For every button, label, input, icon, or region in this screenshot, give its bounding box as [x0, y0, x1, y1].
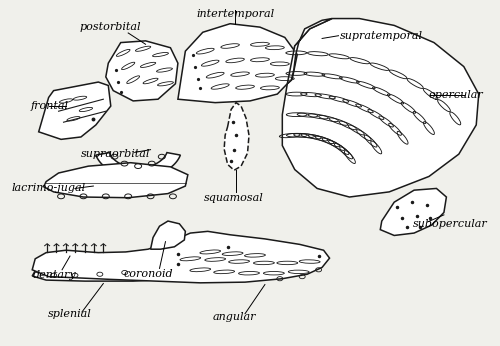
Text: intertemporal: intertemporal	[196, 9, 274, 19]
Text: supraorbital: supraorbital	[81, 149, 150, 159]
Polygon shape	[150, 221, 186, 249]
Text: dentary: dentary	[34, 270, 77, 280]
Text: angular: angular	[212, 312, 256, 322]
Polygon shape	[106, 41, 178, 101]
Polygon shape	[282, 19, 478, 197]
Polygon shape	[96, 153, 180, 177]
Text: frontal: frontal	[30, 101, 68, 111]
Polygon shape	[44, 163, 188, 198]
Polygon shape	[32, 231, 330, 283]
Polygon shape	[38, 82, 111, 139]
Text: opercular: opercular	[429, 90, 484, 100]
Polygon shape	[380, 189, 446, 236]
Polygon shape	[32, 262, 206, 281]
Text: subopercular: subopercular	[413, 219, 488, 229]
Text: coronoid: coronoid	[124, 269, 173, 279]
Text: splenial: splenial	[48, 309, 92, 319]
Text: supratemporal: supratemporal	[340, 31, 422, 41]
Text: squamosal: squamosal	[204, 193, 264, 203]
Polygon shape	[224, 103, 249, 170]
Text: postorbital: postorbital	[79, 22, 140, 32]
Polygon shape	[288, 19, 332, 84]
Polygon shape	[178, 24, 297, 103]
Text: lacrimo-jugal: lacrimo-jugal	[12, 183, 86, 193]
